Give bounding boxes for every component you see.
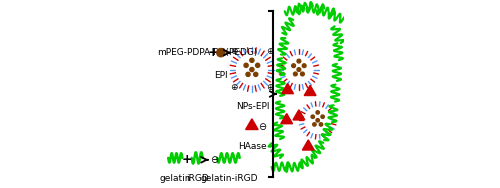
Circle shape xyxy=(246,72,250,77)
Text: ⊖: ⊖ xyxy=(210,155,218,165)
Circle shape xyxy=(321,115,324,118)
Polygon shape xyxy=(281,114,292,124)
Polygon shape xyxy=(246,119,258,130)
Circle shape xyxy=(312,123,316,126)
Polygon shape xyxy=(282,83,294,94)
Circle shape xyxy=(302,64,306,67)
Circle shape xyxy=(292,64,296,67)
Text: ⊖: ⊖ xyxy=(258,122,266,132)
Polygon shape xyxy=(293,110,305,120)
Circle shape xyxy=(320,123,322,126)
Text: gelatin-iRGD: gelatin-iRGD xyxy=(200,174,258,183)
Circle shape xyxy=(304,107,331,133)
Text: EPI: EPI xyxy=(214,70,228,80)
Circle shape xyxy=(316,119,320,122)
Polygon shape xyxy=(304,85,316,96)
Text: ⊕: ⊕ xyxy=(266,83,274,92)
Text: mPEG-PDPA-PG(PEDG): mPEG-PDPA-PG(PEDG) xyxy=(157,48,258,57)
Text: ⊕: ⊕ xyxy=(230,47,238,56)
Circle shape xyxy=(297,59,301,63)
Polygon shape xyxy=(302,140,314,150)
Circle shape xyxy=(216,49,225,57)
Text: HAase: HAase xyxy=(238,142,267,151)
Circle shape xyxy=(285,55,313,84)
Circle shape xyxy=(244,63,248,67)
Circle shape xyxy=(316,111,320,114)
Text: ⊕: ⊕ xyxy=(230,83,238,92)
Circle shape xyxy=(250,58,254,62)
Circle shape xyxy=(311,115,314,118)
Circle shape xyxy=(300,72,304,76)
Text: iRGD: iRGD xyxy=(186,174,208,183)
Circle shape xyxy=(254,72,258,77)
Circle shape xyxy=(256,63,260,67)
Circle shape xyxy=(250,67,254,72)
Circle shape xyxy=(236,54,268,85)
Text: NPs-EPI: NPs-EPI xyxy=(236,102,270,111)
Text: ⊕: ⊕ xyxy=(266,47,274,56)
Text: +: + xyxy=(182,153,192,166)
Text: gelatin: gelatin xyxy=(160,174,191,183)
Circle shape xyxy=(294,72,297,76)
Circle shape xyxy=(297,68,301,71)
Text: +: + xyxy=(208,46,218,59)
